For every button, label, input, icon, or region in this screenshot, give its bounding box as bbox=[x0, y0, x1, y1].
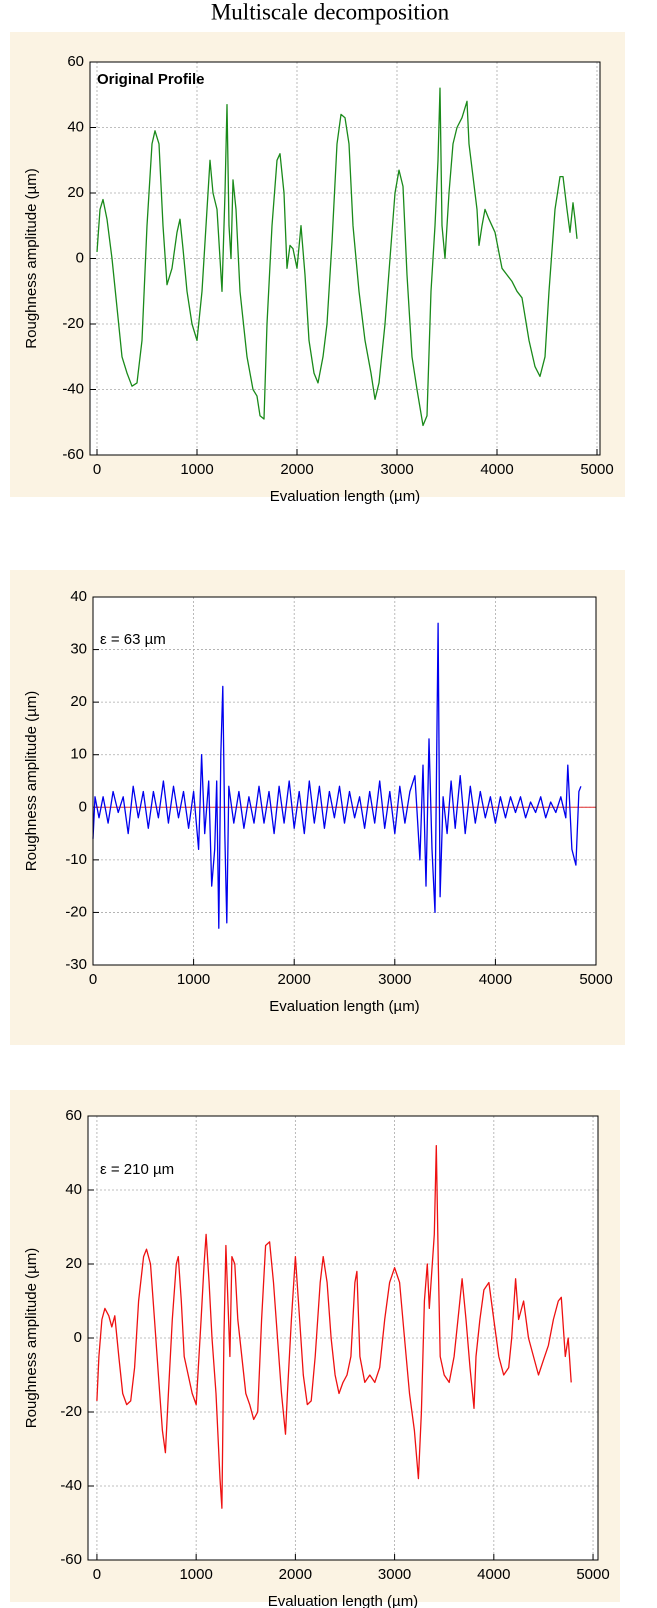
x-tick-label: 1000 bbox=[177, 971, 210, 988]
y-tick-label: 40 bbox=[70, 588, 87, 605]
x-axis-label: Evaluation length (µm) bbox=[268, 1593, 418, 1608]
y-tick-label: 20 bbox=[67, 184, 84, 201]
y-tick-label: -40 bbox=[62, 380, 84, 397]
y-tick-label: 20 bbox=[65, 1255, 82, 1272]
y-tick-label: -40 bbox=[60, 1477, 82, 1494]
y-tick-label: 0 bbox=[74, 1329, 82, 1346]
y-tick-label: 0 bbox=[76, 249, 84, 266]
y-tick-label: -30 bbox=[65, 956, 87, 973]
y-tick-label: -10 bbox=[65, 851, 87, 868]
x-tick-label: 0 bbox=[89, 971, 97, 988]
x-tick-label: 2000 bbox=[279, 1566, 312, 1583]
y-tick-label: 0 bbox=[79, 798, 87, 815]
y-tick-label: 40 bbox=[65, 1181, 82, 1198]
y-tick-label: -60 bbox=[62, 446, 84, 463]
x-tick-label: 0 bbox=[93, 1566, 101, 1583]
y-axis-label: Roughness amplitude (µm) bbox=[23, 168, 40, 348]
y-tick-label: 40 bbox=[67, 118, 84, 135]
y-tick-label: 60 bbox=[65, 1107, 82, 1124]
x-tick-label: 5000 bbox=[576, 1566, 609, 1583]
data-line bbox=[92, 622, 582, 929]
x-tick-label: 1000 bbox=[179, 1566, 212, 1583]
x-tick-label: 5000 bbox=[580, 461, 613, 478]
x-tick-label: 3000 bbox=[380, 461, 413, 478]
y-axis-label: Roughness amplitude (µm) bbox=[23, 691, 40, 871]
annotation: Original Profile bbox=[97, 71, 205, 88]
annotation: ε = 210 µm bbox=[100, 1161, 174, 1178]
x-axis-label: Evaluation length (µm) bbox=[269, 998, 419, 1015]
plot-frame bbox=[89, 61, 601, 456]
figure-title: Multiscale decomposition bbox=[211, 0, 450, 24]
data-line bbox=[96, 1144, 572, 1509]
x-tick-label: 4000 bbox=[479, 971, 512, 988]
x-tick-label: 0 bbox=[93, 461, 101, 478]
x-tick-label: 3000 bbox=[378, 1566, 411, 1583]
y-tick-label: -20 bbox=[60, 1403, 82, 1420]
x-tick-label: 2000 bbox=[278, 971, 311, 988]
x-tick-label: 3000 bbox=[378, 971, 411, 988]
x-tick-label: 1000 bbox=[180, 461, 213, 478]
x-tick-label: 4000 bbox=[480, 461, 513, 478]
y-tick-label: 30 bbox=[70, 641, 87, 658]
y-tick-label: -20 bbox=[62, 315, 84, 332]
annotation: ε = 63 µm bbox=[100, 631, 166, 648]
x-axis-label: Evaluation length (µm) bbox=[270, 488, 420, 505]
x-tick-label: 4000 bbox=[477, 1566, 510, 1583]
y-tick-label: -20 bbox=[65, 903, 87, 920]
x-tick-label: 5000 bbox=[579, 971, 612, 988]
y-tick-label: 20 bbox=[70, 693, 87, 710]
data-line bbox=[96, 87, 578, 427]
plot-frame bbox=[92, 596, 597, 966]
plot-area bbox=[93, 597, 596, 965]
x-tick-label: 2000 bbox=[280, 461, 313, 478]
y-tick-label: 60 bbox=[67, 53, 84, 70]
y-tick-label: -60 bbox=[60, 1551, 82, 1568]
y-axis-label: Roughness amplitude (µm) bbox=[23, 1248, 40, 1428]
plot-frame bbox=[87, 1115, 599, 1561]
y-tick-label: 10 bbox=[70, 746, 87, 763]
